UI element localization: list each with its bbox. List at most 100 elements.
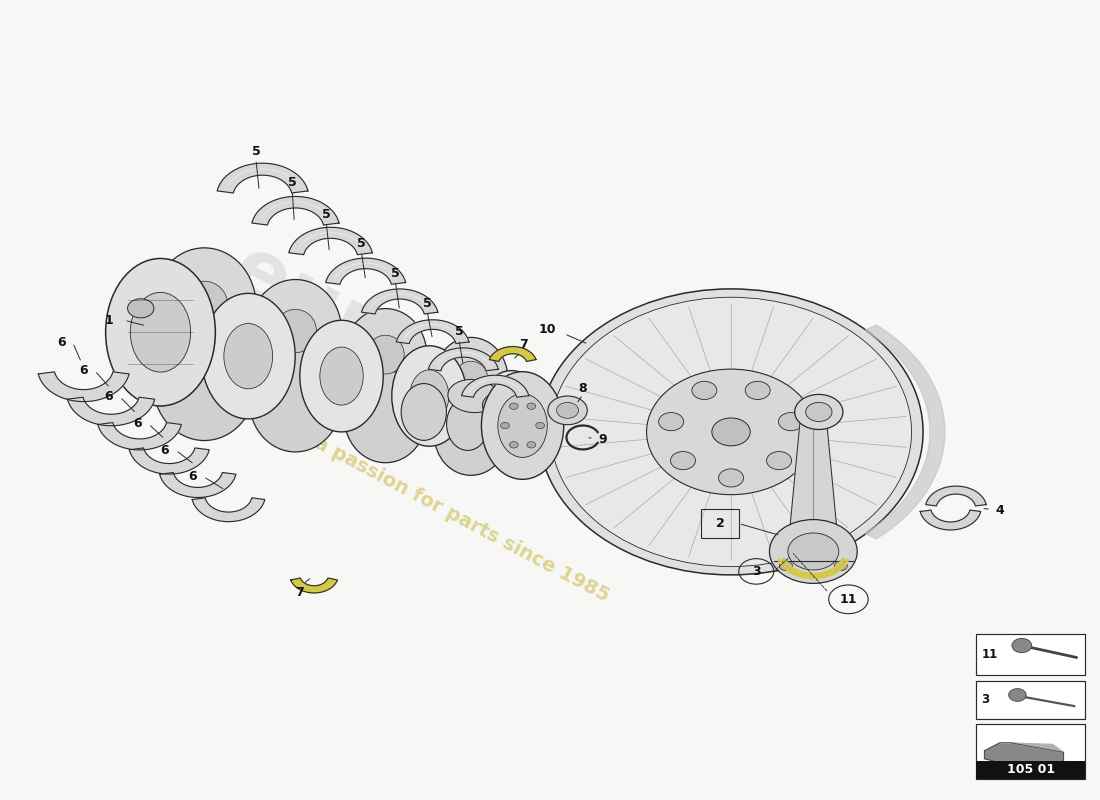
Circle shape [509,442,518,448]
Text: 105 01: 105 01 [1006,763,1055,777]
Text: 6: 6 [57,336,66,349]
Polygon shape [789,420,837,535]
Circle shape [788,533,839,570]
Ellipse shape [434,393,508,475]
Ellipse shape [539,289,923,575]
Circle shape [794,394,843,430]
Circle shape [1009,689,1026,702]
Circle shape [527,403,536,410]
FancyBboxPatch shape [976,725,1086,778]
Ellipse shape [498,394,548,458]
Ellipse shape [647,369,815,494]
Ellipse shape [483,391,530,422]
Text: 5: 5 [454,325,463,338]
Text: eurospares: eurospares [219,230,705,538]
Ellipse shape [344,370,427,462]
Ellipse shape [550,298,912,566]
Circle shape [671,451,695,470]
Circle shape [128,298,154,318]
Text: 1: 1 [104,314,113,326]
Text: 6: 6 [188,470,197,483]
Ellipse shape [153,248,256,363]
Text: a passion for parts since 1985: a passion for parts since 1985 [311,434,613,606]
Ellipse shape [447,398,488,450]
Text: 6: 6 [79,364,88,377]
FancyBboxPatch shape [976,761,1086,778]
Ellipse shape [402,383,447,440]
Text: 5: 5 [390,266,399,280]
Polygon shape [160,473,235,498]
Ellipse shape [366,335,404,374]
Circle shape [718,469,744,487]
Circle shape [557,402,579,418]
Polygon shape [326,258,406,284]
Ellipse shape [109,262,212,402]
Circle shape [779,413,803,430]
Circle shape [767,451,792,470]
Circle shape [548,396,587,425]
Ellipse shape [300,320,383,432]
Polygon shape [984,743,1064,765]
Circle shape [659,413,683,430]
Text: 11: 11 [839,593,857,606]
Polygon shape [921,510,981,530]
Ellipse shape [410,370,449,422]
Polygon shape [98,422,182,450]
Ellipse shape [434,338,508,420]
Circle shape [779,561,792,570]
Ellipse shape [133,296,188,369]
Text: 6: 6 [104,390,113,403]
Polygon shape [252,197,339,225]
Text: 3: 3 [981,694,989,706]
Circle shape [805,402,832,422]
Text: 4: 4 [996,503,1004,517]
Polygon shape [865,325,945,538]
Ellipse shape [392,346,466,446]
Text: 2: 2 [716,517,725,530]
FancyBboxPatch shape [976,681,1086,719]
Polygon shape [39,372,129,402]
Ellipse shape [250,279,342,382]
Polygon shape [490,346,536,362]
Polygon shape [290,578,338,593]
Text: 5: 5 [252,145,261,158]
Circle shape [527,442,536,448]
Ellipse shape [448,379,498,413]
Text: 5: 5 [322,208,330,221]
Polygon shape [341,338,429,430]
Text: 5: 5 [422,297,431,310]
Ellipse shape [201,294,295,419]
Text: 6: 6 [133,418,142,430]
Circle shape [536,422,544,429]
Ellipse shape [275,310,317,353]
Polygon shape [428,348,498,371]
Ellipse shape [180,281,228,330]
Ellipse shape [494,392,529,439]
Circle shape [712,418,750,446]
Ellipse shape [482,372,563,479]
Circle shape [692,382,717,399]
Circle shape [834,561,847,570]
Text: 5: 5 [356,238,365,250]
Polygon shape [161,285,249,399]
FancyBboxPatch shape [976,634,1086,675]
Circle shape [509,403,518,410]
Text: 7: 7 [519,338,528,350]
Ellipse shape [153,326,256,441]
Ellipse shape [477,370,546,462]
Text: 11: 11 [981,648,998,661]
Text: 3: 3 [752,565,760,578]
Ellipse shape [130,292,190,372]
Text: 7: 7 [296,586,305,598]
Polygon shape [362,289,438,314]
Ellipse shape [106,258,216,406]
Ellipse shape [320,347,363,405]
Text: 8: 8 [579,382,587,395]
Polygon shape [926,486,987,506]
Ellipse shape [344,309,427,401]
Polygon shape [429,362,512,446]
Text: 10: 10 [539,323,557,336]
Ellipse shape [224,323,273,389]
Ellipse shape [454,362,487,396]
Polygon shape [396,320,469,343]
